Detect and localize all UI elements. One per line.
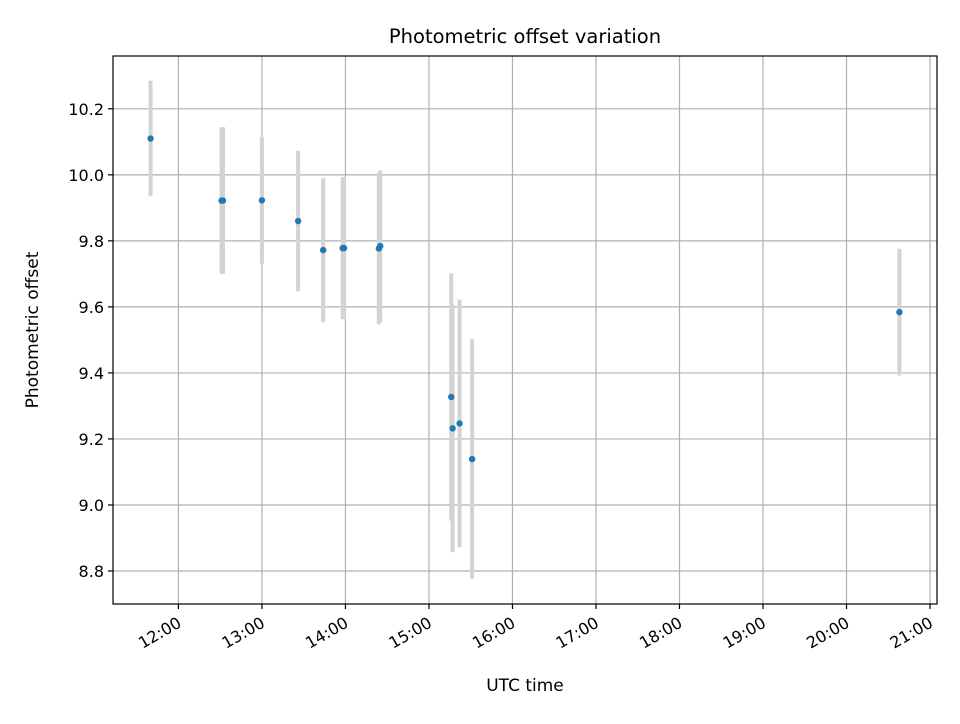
- data-point: [219, 197, 227, 204]
- data-point: [456, 420, 463, 427]
- chart-title: Photometric offset variation: [389, 25, 661, 48]
- y-tick-label: 8.8: [79, 562, 104, 581]
- y-axis-ticks: 8.8 9.0 9.2 9.4 9.6 9.8 10.0 10.2: [68, 100, 113, 581]
- data-point: [294, 217, 302, 225]
- grid: [113, 56, 937, 604]
- data-point: [319, 246, 327, 254]
- data-point: [377, 242, 384, 250]
- data-points: [147, 135, 903, 463]
- y-tick-label: 10.0: [68, 166, 104, 185]
- data-point: [340, 244, 348, 252]
- plot-frame: [112, 55, 938, 605]
- y-tick-label: 9.4: [79, 364, 104, 383]
- data-point: [468, 455, 476, 463]
- data-point: [449, 425, 456, 432]
- y-tick-label: 9.6: [79, 298, 104, 317]
- y-tick-label: 9.8: [79, 232, 104, 251]
- data-point: [147, 135, 154, 142]
- data-point: [448, 393, 455, 401]
- y-tick-label: 9.2: [79, 430, 104, 449]
- y-tick-label: 9.0: [79, 496, 104, 515]
- x-axis-label: UTC time: [486, 676, 564, 696]
- y-axis-label: Photometric offset: [23, 251, 43, 408]
- y-tick-label: 10.2: [68, 100, 104, 119]
- data-point: [258, 197, 266, 204]
- data-point: [896, 308, 903, 316]
